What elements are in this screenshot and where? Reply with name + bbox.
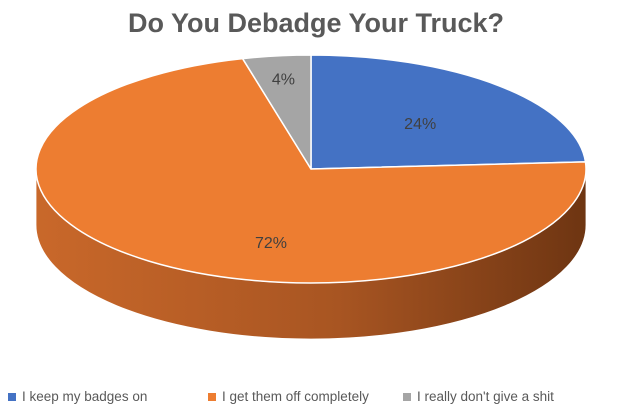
data-label: 24%	[404, 116, 436, 133]
legend-label: I keep my badges on	[22, 389, 148, 404]
legend-label: I get them off completely	[222, 389, 369, 404]
data-label: 72%	[255, 235, 287, 252]
pie-slice-get-them-off	[35, 57, 587, 284]
legend-item-get-them-off: I get them off completely	[208, 389, 369, 404]
pie-slice-dont-care	[241, 54, 312, 170]
pie-chart: 24% 72% 4%	[35, 54, 587, 340]
legend-swatch-orange	[208, 392, 216, 401]
legend-swatch-gray	[403, 392, 411, 401]
chart-title: Do You Debadge Your Truck?	[127, 8, 505, 38]
data-label: 4%	[272, 72, 295, 89]
legend-swatch-blue	[8, 392, 16, 401]
legend-item-keep-badges: I keep my badges on	[8, 389, 147, 404]
pie-slice-keep-badges	[310, 54, 587, 170]
legend: I keep my badges on I get them off compl…	[0, 389, 632, 407]
legend-label: I really don't give a shit	[417, 389, 554, 404]
legend-item-dont-care: I really don't give a shit	[403, 389, 554, 404]
